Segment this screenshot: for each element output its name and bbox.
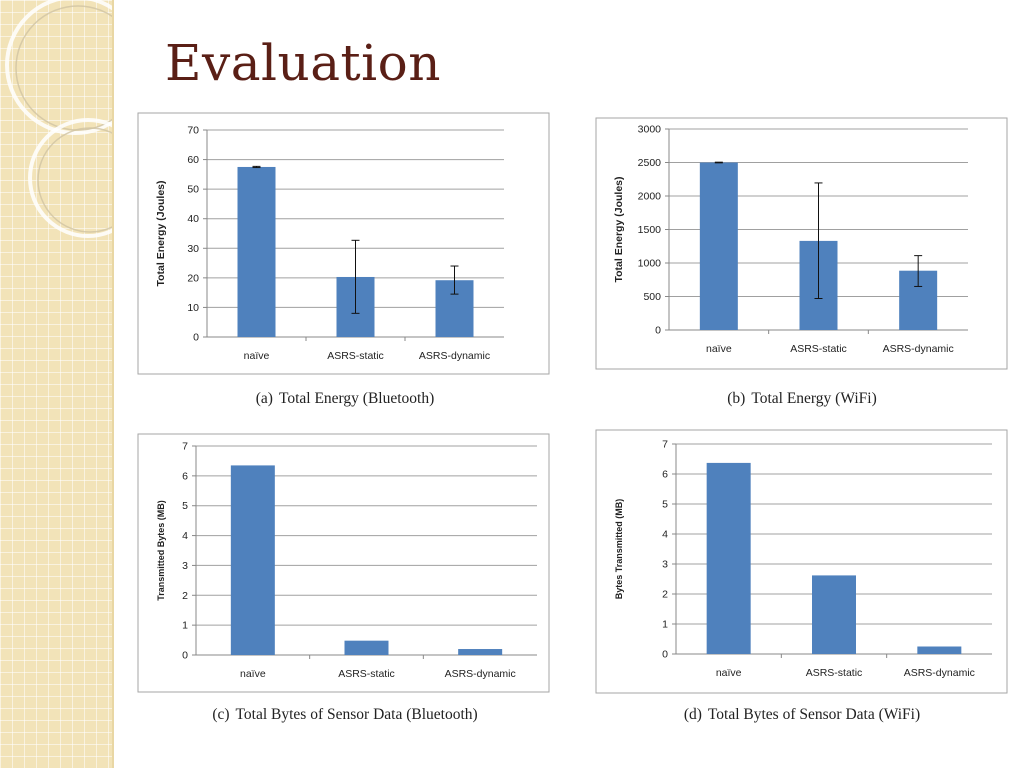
x-tick-label: ASRS-dynamic [904,667,975,679]
x-tick-label: ASRS-dynamic [419,350,490,362]
bar-ASRS-static [812,575,856,654]
x-tick-label: ASRS-static [790,343,847,355]
y-tick-label: 5 [182,500,188,512]
y-tick-label: 6 [662,469,668,481]
y-tick-label: 1000 [638,258,662,270]
caption-c: (c) Total Bytes of Sensor Data (Bluetooth… [140,706,550,724]
y-tick-label: 4 [662,529,668,541]
y-axis-label: Total Energy (Joules) [155,181,167,287]
x-tick-label: naïve [240,668,266,680]
y-tick-label: 5 [662,499,668,511]
decorative-rings [5,0,113,238]
caption-a-text: Total Energy (Bluetooth) [278,390,435,407]
decorative-sidebar [0,0,113,768]
y-tick-label: 20 [187,272,199,284]
caption-a-label: (a) [255,390,273,407]
slide-title: Evaluation [165,34,441,92]
bar-ASRS-dynamic [458,649,503,655]
y-axis-label: Transmitted Bytes (MB) [156,500,166,601]
y-axis-label: Bytes Transmitted (MB) [614,499,624,600]
y-tick-label: 1 [662,619,668,631]
bar-ASRS-dynamic [917,646,962,654]
y-tick-label: 10 [187,302,199,314]
y-tick-label: 3000 [638,124,662,136]
y-tick-label: 0 [182,650,188,662]
caption-b: (b) Total Energy (WiFi) [597,390,1007,408]
y-tick-label: 2 [662,589,668,601]
bar-naïve [706,462,751,654]
y-tick-label: 40 [187,213,199,225]
x-tick-label: naïve [244,350,270,362]
y-tick-label: 70 [187,125,199,137]
y-tick-label: 0 [662,649,668,661]
x-tick-label: ASRS-dynamic [883,343,954,355]
y-tick-label: 30 [187,243,199,255]
caption-b-label: (b) [727,390,746,407]
y-tick-label: 50 [187,184,199,196]
y-tick-label: 7 [182,441,188,453]
x-tick-label: ASRS-static [327,350,384,362]
bar-naïve [230,465,275,655]
x-tick-label: ASRS-static [806,667,863,679]
caption-c-text: Total Bytes of Sensor Data (Bluetooth) [235,706,478,723]
bar-ASRS-static [344,640,389,655]
bar-naïve [699,162,738,330]
bar-naïve [237,166,276,337]
y-tick-label: 3 [662,559,668,571]
x-tick-label: naïve [716,667,742,679]
caption-a: (a) Total Energy (Bluetooth) [140,390,550,408]
chart-frame [137,433,550,693]
y-tick-label: 1500 [638,224,662,236]
caption-d-text: Total Bytes of Sensor Data (WiFi) [707,706,921,723]
caption-d: (d) Total Bytes of Sensor Data (WiFi) [597,706,1007,724]
x-tick-label: ASRS-dynamic [445,668,516,680]
y-tick-label: 7 [662,439,668,451]
y-tick-label: 500 [643,291,661,303]
y-tick-label: 2 [182,590,188,602]
y-tick-label: 4 [182,530,188,542]
y-axis-label: Total Energy (Joules) [613,177,625,283]
y-tick-label: 2000 [638,191,662,203]
y-tick-label: 1 [182,620,188,632]
y-tick-label: 2500 [638,157,662,169]
y-tick-label: 0 [655,325,661,337]
y-tick-label: 60 [187,154,199,166]
caption-c-label: (c) [212,706,230,723]
caption-b-text: Total Energy (WiFi) [751,390,877,407]
x-tick-label: ASRS-static [338,668,395,680]
y-tick-label: 0 [193,332,199,344]
caption-d-label: (d) [683,706,702,723]
x-tick-label: naïve [706,343,732,355]
y-tick-label: 6 [182,470,188,482]
sidebar-divider [112,0,114,768]
y-tick-label: 3 [182,560,188,572]
